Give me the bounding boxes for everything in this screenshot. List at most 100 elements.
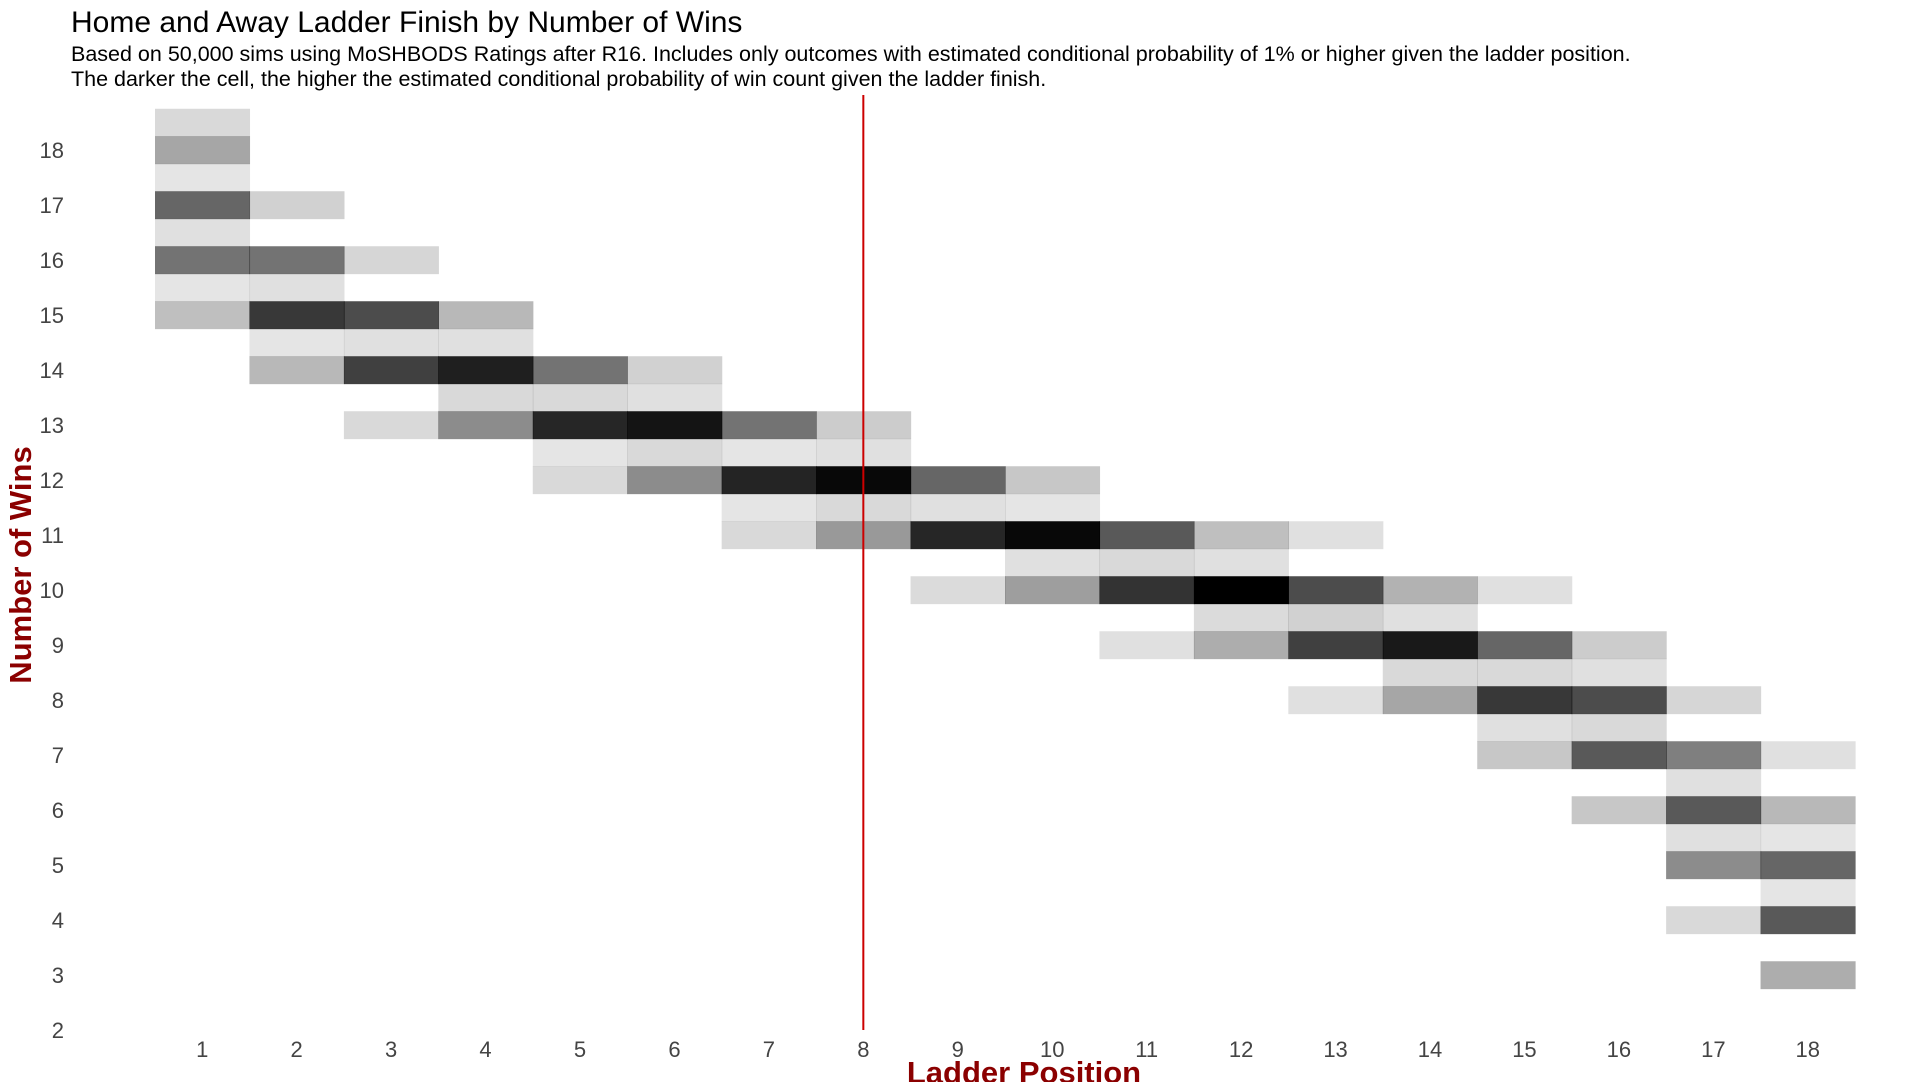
heatmap-cell	[1571, 741, 1667, 770]
heatmap-cell	[532, 383, 628, 412]
heatmap-cell	[721, 521, 817, 550]
heatmap-cell	[910, 466, 1006, 495]
x-tick-label: 9	[952, 1037, 964, 1062]
y-tick-label: 14	[40, 358, 64, 383]
heatmap-cell	[1005, 521, 1101, 550]
x-tick-label: 12	[1229, 1037, 1253, 1062]
heatmap-cell	[627, 411, 723, 440]
y-tick-label: 3	[52, 963, 64, 988]
heatmap-cell	[155, 218, 251, 247]
x-tick-label: 3	[385, 1037, 397, 1062]
heatmap-cell	[910, 576, 1006, 605]
heatmap-cell	[1477, 713, 1573, 742]
x-tick-label: 17	[1701, 1037, 1725, 1062]
heatmap-cell	[155, 273, 251, 302]
y-axis-title: Number of Wins	[3, 446, 38, 683]
heatmap-cell	[1571, 686, 1667, 715]
heatmap-cell	[1571, 631, 1667, 660]
y-tick-label: 5	[52, 853, 64, 878]
heatmap-cell	[155, 246, 251, 275]
heatmap-cell	[343, 328, 439, 357]
y-axis-ticks: 2 3 4 5 6 7 8 9 10 11 12 13 14 15 16 17 18	[40, 138, 64, 1043]
heatmap-cell	[1005, 548, 1101, 577]
heatmap-cell	[438, 301, 534, 330]
x-tick-label: 7	[763, 1037, 775, 1062]
heatmap-cell	[1760, 961, 1856, 990]
heatmap-cell	[1571, 713, 1667, 742]
heatmap-cell	[249, 328, 345, 357]
heatmap-cell	[1288, 576, 1384, 605]
heatmap-cell	[343, 356, 439, 385]
heatmap-cell	[249, 246, 345, 275]
heatmap-cell	[1193, 548, 1289, 577]
heatmap-cell	[1477, 658, 1573, 687]
heatmap-cell	[721, 466, 817, 495]
heatmap-cell	[1760, 796, 1856, 825]
x-tick-label: 6	[668, 1037, 680, 1062]
heatmap-cell	[1099, 548, 1195, 577]
x-tick-label: 16	[1607, 1037, 1631, 1062]
heatmap-cell	[155, 108, 251, 137]
heatmap-cell	[532, 411, 628, 440]
heatmap-cell	[155, 191, 251, 220]
heatmap-cell	[1099, 576, 1195, 605]
heatmap-cell	[627, 438, 723, 467]
heatmap-cell	[721, 411, 817, 440]
y-tick-label: 16	[40, 248, 64, 273]
heatmap-cell	[1005, 466, 1101, 495]
heatmap-cell	[532, 438, 628, 467]
y-tick-label: 4	[52, 908, 64, 933]
heatmap-cell	[1005, 576, 1101, 605]
heatmap-cell	[1382, 658, 1478, 687]
heatmap-cell	[1666, 796, 1762, 825]
x-tick-label: 13	[1323, 1037, 1347, 1062]
heatmap-cell	[343, 411, 439, 440]
heatmap-cell	[1005, 493, 1101, 522]
heatmap-cell	[343, 246, 439, 275]
heatmap-cell	[1193, 521, 1289, 550]
y-tick-label: 15	[40, 303, 64, 328]
x-tick-label: 2	[291, 1037, 303, 1062]
heatmap-cell	[1193, 576, 1289, 605]
heatmap-cell	[1666, 906, 1762, 935]
x-tick-label: 14	[1418, 1037, 1442, 1062]
heatmap-cell	[155, 163, 251, 192]
heatmap-cell	[1193, 603, 1289, 632]
heatmap-cell	[910, 493, 1006, 522]
heatmap-cell	[1099, 631, 1195, 660]
heatmap-cell	[910, 521, 1006, 550]
heatmap-cell	[1666, 686, 1762, 715]
heatmap-cell	[1382, 576, 1478, 605]
heatmap-cell	[1760, 741, 1856, 770]
heatmap-cell	[1477, 686, 1573, 715]
x-tick-label: 1	[196, 1037, 208, 1062]
heatmap-cell	[1288, 686, 1384, 715]
heatmap-cell	[532, 356, 628, 385]
heatmap-cell	[1288, 631, 1384, 660]
heatmap-cell	[1382, 631, 1478, 660]
heatmap-cell	[627, 383, 723, 412]
x-tick-label: 8	[857, 1037, 869, 1062]
y-tick-label: 9	[52, 633, 64, 658]
heatmap-cell	[1666, 823, 1762, 852]
heatmap-cell	[1760, 906, 1856, 935]
heatmap-cell	[1666, 741, 1762, 770]
heatmap-cell	[1666, 851, 1762, 880]
heatmap-cell	[155, 136, 251, 165]
heatmap-cell	[1477, 741, 1573, 770]
heatmap-cell	[1760, 823, 1856, 852]
heatmap-cell	[1099, 521, 1195, 550]
heatmap-cell	[532, 466, 628, 495]
chart-subtitle-line-1: Based on 50,000 sims using MoSHBODS Rati…	[71, 42, 1631, 66]
heatmap-cell	[627, 466, 723, 495]
y-tick-label: 12	[40, 468, 64, 493]
y-tick-label: 2	[52, 1018, 64, 1043]
heatmap-cell	[721, 493, 817, 522]
heatmap-cell	[1193, 631, 1289, 660]
x-axis-ticks: 1 2 3 4 5 6 7 8 9 10 11 12 13 14 15 16 17 18	[196, 1037, 1820, 1062]
heatmap-cell	[249, 273, 345, 302]
y-tick-label: 11	[41, 523, 64, 548]
heatmap-cell	[438, 328, 534, 357]
x-tick-label: 10	[1040, 1037, 1064, 1062]
